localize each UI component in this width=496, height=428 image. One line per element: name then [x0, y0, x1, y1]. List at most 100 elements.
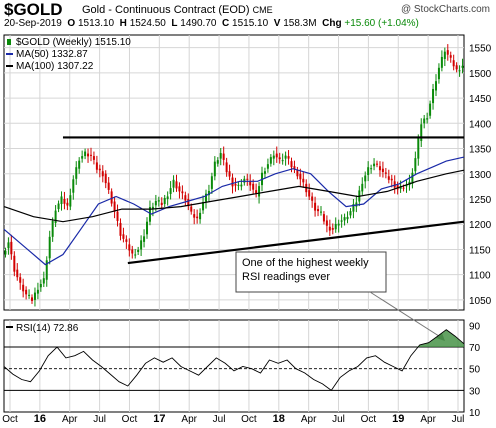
rsi-y-tick-label: 30 — [469, 386, 481, 397]
candle-body — [414, 158, 417, 172]
candle-body — [328, 226, 331, 231]
candle-body — [143, 236, 146, 242]
brand-watermark: @ StockCharts.com — [400, 4, 490, 15]
quote-date: 20-Sep-2019 — [4, 18, 62, 29]
candle-body — [4, 250, 7, 255]
x-tick-label: Apr — [420, 414, 436, 425]
candle-body — [340, 220, 343, 222]
candle-body — [376, 163, 379, 165]
trendline — [127, 220, 465, 265]
candle-body — [299, 173, 302, 180]
annotation-text: RSI readings ever — [242, 271, 330, 283]
candle-body — [343, 217, 346, 221]
candle-body — [19, 277, 22, 283]
candle-body — [249, 181, 252, 186]
candle-body — [134, 254, 137, 256]
candle-body — [314, 202, 317, 211]
rsi-y-tick-label: 50 — [469, 365, 481, 376]
annotation-text: One of the highest weekly — [242, 257, 369, 269]
candle-body — [66, 202, 69, 206]
candle-body — [272, 155, 275, 159]
candle-body — [440, 56, 443, 68]
legend-label: MA(50) 1332.87 — [16, 49, 88, 60]
chart-header: $GOLD Gold - Continuous Contract (EOD) C… — [0, 0, 496, 36]
legend-label: $GOLD (Weekly) 1515.10 — [16, 37, 131, 48]
candle-body — [423, 118, 426, 124]
candle-body — [33, 292, 36, 300]
candle-body — [429, 103, 432, 116]
candle-body — [151, 206, 154, 210]
candle-body — [154, 201, 157, 206]
candle-body — [266, 164, 269, 169]
volume-value: 158.3M — [283, 18, 317, 29]
candle-body — [51, 220, 54, 237]
candle-body — [137, 249, 140, 252]
x-tick-label: 19 — [392, 413, 404, 425]
candle-body — [202, 202, 205, 211]
candle-body — [287, 156, 290, 159]
legend-label: MA(100) 1307.22 — [16, 61, 94, 72]
candle-body — [160, 202, 163, 206]
candle-body — [402, 187, 405, 189]
candle-body — [78, 160, 81, 169]
candle-body — [290, 161, 293, 168]
candle-body — [455, 65, 458, 70]
candle-body — [213, 161, 216, 177]
quote-line: 20-Sep-2019 O 1513.10 H 1524.50 L 1490.7… — [4, 18, 419, 29]
x-tick-label: Apr — [301, 414, 317, 425]
candle-body — [48, 236, 51, 259]
annotation-arrow-shaft — [369, 291, 443, 339]
candle-body — [175, 181, 178, 189]
candle-body — [458, 70, 461, 72]
candle-body — [417, 138, 420, 159]
candle-body — [399, 186, 402, 189]
candle-body — [434, 81, 437, 91]
x-tick-label: Jul — [213, 414, 226, 425]
candle-body — [390, 178, 393, 181]
symbol-title: $GOLD — [4, 0, 63, 19]
candle-body — [10, 241, 13, 255]
candle-body — [252, 183, 255, 190]
price-y-tick-label: 1050 — [469, 296, 492, 307]
candle-body — [57, 203, 60, 210]
candle-body — [190, 206, 193, 212]
candle-body — [196, 216, 199, 219]
candle-body — [219, 153, 222, 159]
candle-body — [131, 249, 134, 254]
candle-body — [163, 197, 166, 205]
candle-body — [255, 190, 258, 194]
price-y-tick-label: 1100 — [469, 271, 491, 282]
candle-body — [378, 166, 381, 171]
candle-body — [184, 195, 187, 201]
candle-body — [225, 162, 228, 173]
high-label: H — [119, 18, 127, 29]
candle-body — [25, 289, 28, 295]
candle-body — [381, 168, 384, 172]
candle-body — [411, 172, 414, 184]
x-tick-label: 17 — [153, 413, 165, 425]
candle-body — [98, 168, 101, 171]
candle-body — [231, 177, 234, 187]
candle-body — [36, 289, 39, 294]
candle-body — [293, 166, 296, 169]
candle-body — [361, 183, 364, 192]
price-panel-frame — [3, 34, 465, 311]
high-value: 1524.50 — [129, 18, 166, 29]
x-tick-label: Oct — [361, 414, 377, 425]
candle-body — [84, 151, 87, 157]
rsi-y-tick-label: 90 — [469, 321, 481, 332]
candle-body — [373, 163, 376, 167]
price-y-tick-label: 1450 — [469, 94, 492, 105]
candle-body — [384, 172, 387, 174]
candle-body — [432, 88, 435, 104]
candle-body — [325, 220, 328, 226]
candle-body — [81, 156, 84, 159]
candle-body — [258, 186, 261, 197]
chg-value: +15.60 (+1.04%) — [344, 18, 419, 29]
x-tick-label: Apr — [62, 414, 78, 425]
candle-body — [437, 67, 440, 80]
low-label: L — [171, 18, 178, 29]
candle-body — [140, 240, 143, 250]
candle-body — [405, 185, 408, 187]
